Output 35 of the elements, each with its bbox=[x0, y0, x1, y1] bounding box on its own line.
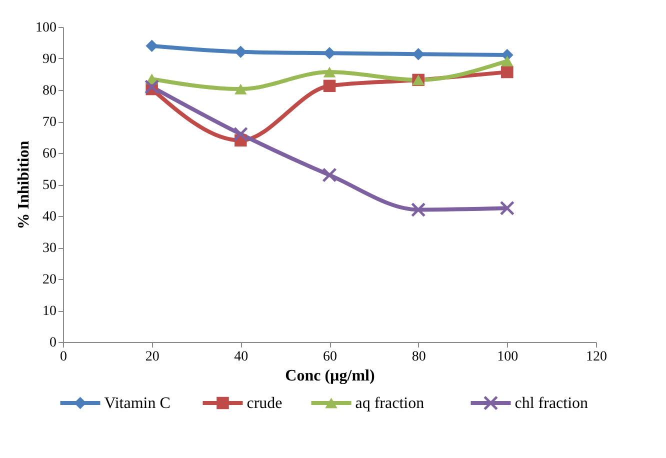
x-tick-label: 80 bbox=[412, 350, 426, 364]
y-tick-label: 50 bbox=[42, 178, 56, 193]
y-tick-label: 100 bbox=[36, 20, 56, 36]
legend-label: aq fraction bbox=[355, 395, 424, 412]
point bbox=[501, 66, 514, 78]
y-tick-label: 10 bbox=[42, 304, 56, 319]
x-tick-label: 20 bbox=[145, 350, 160, 364]
x-tick-label: 40 bbox=[234, 350, 248, 364]
legend-label: crude bbox=[246, 395, 282, 412]
y-tick-label: 0 bbox=[50, 336, 56, 350]
x-tick-label: 120 bbox=[586, 350, 607, 364]
point bbox=[410, 202, 426, 218]
legend-label: Vitamin C bbox=[104, 395, 170, 412]
point bbox=[323, 80, 336, 92]
point bbox=[323, 66, 336, 78]
y-tick-label: 90 bbox=[42, 52, 56, 67]
x-tick-label: 0 bbox=[60, 350, 67, 364]
point bbox=[233, 126, 248, 142]
y-tick-label: 80 bbox=[42, 84, 56, 98]
y-axis-title: % Inhibition bbox=[16, 140, 32, 230]
point bbox=[500, 200, 515, 216]
legend-label: chl fraction bbox=[514, 395, 588, 412]
y-tick-label: 30 bbox=[42, 241, 56, 256]
x-tick-label: 60 bbox=[323, 350, 337, 364]
y-tick-label: 70 bbox=[42, 115, 56, 130]
point bbox=[322, 168, 337, 182]
y-tick-label: 20 bbox=[42, 272, 56, 288]
point bbox=[144, 79, 160, 94]
point bbox=[146, 40, 158, 52]
y-tick-label: 40 bbox=[42, 210, 56, 224]
y-tick-label: 60 bbox=[42, 146, 56, 162]
point bbox=[234, 84, 247, 94]
x-axis-title: Conc (µg/ml) bbox=[285, 368, 375, 384]
point bbox=[501, 56, 514, 66]
x-tick-label: 100 bbox=[497, 350, 518, 364]
